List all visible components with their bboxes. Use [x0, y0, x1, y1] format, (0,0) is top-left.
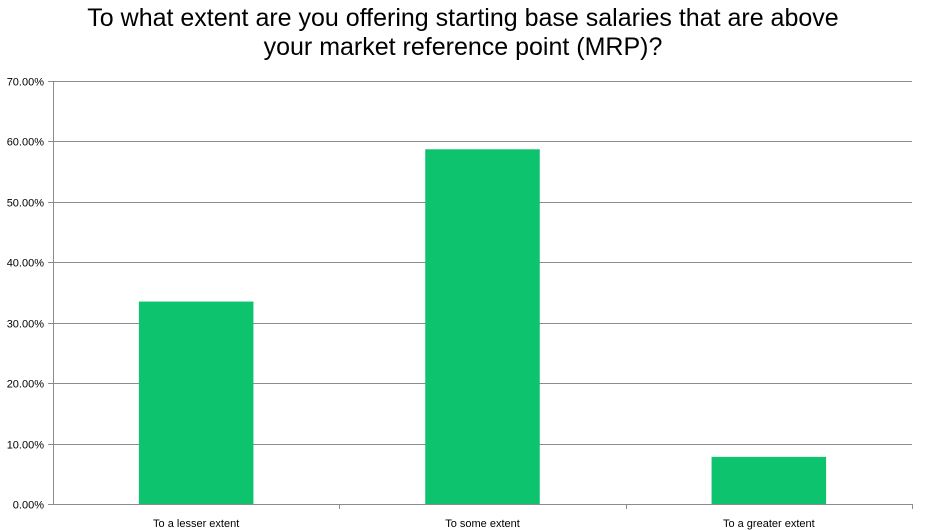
y-tick-label: 20.00% — [7, 379, 45, 391]
y-tick-label: 70.00% — [7, 77, 45, 89]
chart-title-line-1: To what extent are you offering starting… — [87, 4, 839, 32]
axes — [48, 81, 913, 509]
x-tick-label: To a greater extent — [723, 518, 815, 530]
y-tick-label: 40.00% — [7, 258, 45, 270]
y-tick-label: 30.00% — [7, 319, 45, 331]
y-tick-label: 10.00% — [7, 440, 45, 452]
bar — [425, 149, 540, 504]
x-tick-label: To a lesser extent — [153, 518, 239, 530]
chart-title: To what extent are you offering starting… — [0, 4, 926, 62]
y-tick-labels: 0.00% 10.00% 20.00% 30.00% 40.00% 50.00% 60.00… — [7, 77, 45, 512]
bars — [138, 149, 827, 504]
x-tick-label: To some extent — [445, 518, 520, 530]
y-tick-label: 60.00% — [7, 137, 45, 149]
y-tick-label: 50.00% — [7, 198, 45, 210]
y-tick-label: 0.00% — [13, 500, 44, 512]
bar — [138, 301, 254, 504]
bar — [711, 456, 827, 504]
chart-title-line-2: your market reference point (MRP)? — [263, 33, 663, 61]
x-tick-labels: To a lesser extent To some extent To a gre… — [153, 518, 815, 530]
